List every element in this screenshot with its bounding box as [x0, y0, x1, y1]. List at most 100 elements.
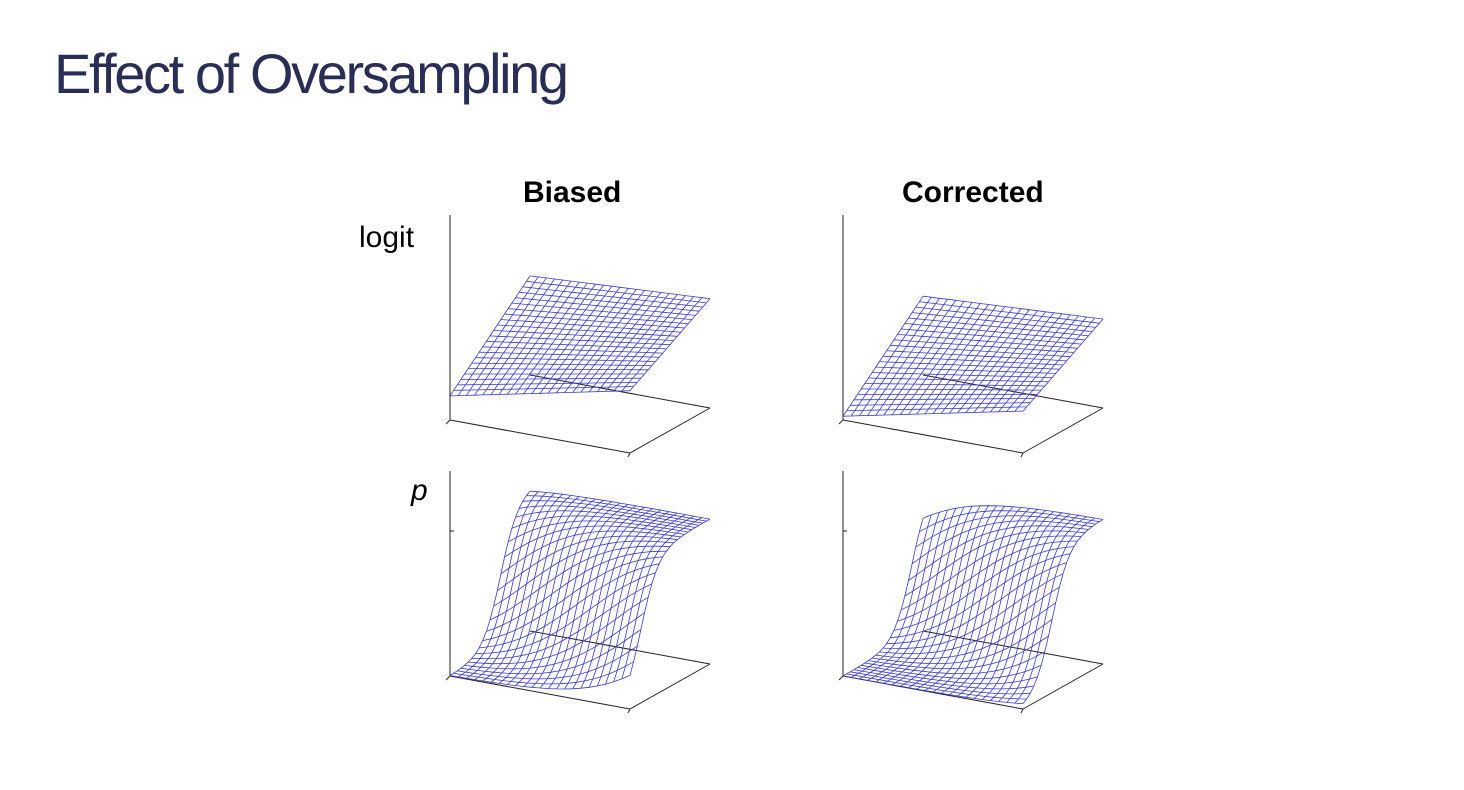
mesh-line-u — [897, 540, 1078, 622]
mesh-line-u — [912, 312, 1093, 332]
corrected-logit-mesh — [842, 295, 1104, 417]
mesh-line-v — [580, 292, 662, 393]
mesh-line-u — [922, 295, 1104, 320]
mesh-line-u — [897, 334, 1078, 349]
mesh-line-u — [526, 280, 707, 304]
mesh-line-u — [500, 530, 681, 575]
mesh-line-v — [973, 511, 1055, 699]
mesh-line-v — [629, 298, 711, 391]
mesh-line-v — [1014, 317, 1096, 412]
corrected-p-plot — [838, 471, 1104, 714]
biased-p-axes — [445, 471, 711, 714]
mesh-line-v — [621, 297, 703, 392]
mesh-line-v — [596, 294, 678, 392]
mesh-line-v — [998, 315, 1079, 413]
mesh-line-v — [989, 314, 1071, 413]
mesh-line-v — [867, 509, 948, 681]
mesh-line-v — [965, 510, 1046, 698]
mesh-line-v — [998, 514, 1079, 702]
mesh-line-u — [890, 344, 1071, 358]
corrected-p-axes — [838, 471, 1104, 714]
mesh-line-v — [556, 289, 637, 394]
corrected-logit-plot — [838, 215, 1104, 458]
mesh-line-u — [882, 355, 1064, 366]
column-header-biased: Biased — [523, 176, 622, 209]
mesh-line-v — [588, 511, 670, 688]
y-axis-line — [629, 407, 711, 454]
mesh-line-v — [981, 313, 1063, 413]
mesh-line-u — [497, 535, 678, 591]
mesh-line-u — [519, 291, 700, 312]
mesh-line-v — [580, 509, 662, 689]
mesh-line-v — [957, 310, 1038, 414]
mesh-line-v — [605, 295, 686, 392]
corrected-logit-axes — [838, 215, 1104, 458]
mesh-line-v — [981, 512, 1063, 700]
mesh-line-v — [965, 311, 1047, 413]
mesh-line-u — [508, 520, 689, 543]
mesh-line-v — [1014, 517, 1096, 704]
mesh-line-v — [613, 296, 694, 392]
mesh-line-u — [526, 495, 707, 522]
mesh-line-u — [919, 510, 1100, 533]
mesh-line-u — [460, 629, 642, 675]
row-label-logit: logit — [359, 221, 415, 254]
mesh-line-v — [572, 291, 654, 393]
mesh-line-v — [621, 517, 703, 680]
mesh-line-u — [886, 350, 1067, 362]
mesh-line-v — [596, 512, 678, 687]
mesh-line-u — [893, 339, 1074, 353]
mesh-line-u — [515, 297, 696, 316]
column-header-corrected: Corrected — [902, 176, 1044, 209]
mesh-line-v — [957, 509, 1038, 697]
mesh-line-v — [449, 490, 531, 676]
mesh-line-v — [588, 293, 670, 393]
mesh-line-u — [915, 306, 1096, 328]
biased-p-mesh — [449, 490, 711, 690]
mesh-line-u — [904, 323, 1085, 341]
mesh-line-u — [500, 319, 681, 333]
mesh-line-u — [493, 330, 674, 341]
mesh-line-u — [886, 562, 1067, 644]
mesh-line-v — [908, 505, 989, 689]
x-end-tick — [627, 708, 631, 714]
mesh-line-v — [613, 515, 694, 682]
x-end-tick — [627, 452, 631, 458]
mesh-line-u — [493, 540, 674, 607]
corrected-p-mesh — [842, 505, 1104, 704]
y-axis-line — [629, 663, 711, 710]
mesh-line-v — [990, 513, 1071, 701]
origin-tick — [838, 419, 844, 425]
mesh-line-u — [504, 525, 685, 558]
mesh-line-u — [915, 515, 1096, 548]
x-axis-line — [449, 419, 631, 454]
mesh-line-u — [919, 301, 1100, 324]
mesh-line-v — [1022, 318, 1104, 412]
mesh-line-v — [875, 508, 957, 683]
mesh-line-u — [508, 308, 689, 325]
row-label-p: p — [411, 474, 428, 507]
mesh-line-u — [519, 505, 700, 526]
x-end-tick — [1020, 452, 1024, 458]
mesh-line-u — [471, 583, 652, 660]
biased-logit-plot — [445, 215, 711, 458]
biased-logit-axes — [445, 215, 711, 458]
x-axis-line — [842, 419, 1024, 454]
mesh-line-u — [511, 515, 692, 531]
mesh-line-u — [922, 505, 1104, 520]
mesh-line-u — [515, 510, 696, 528]
mesh-line-u — [497, 324, 678, 337]
mesh-line-v — [940, 308, 1022, 414]
x-axis-line — [449, 675, 631, 710]
mesh-line-v — [1006, 516, 1087, 703]
mesh-line-u — [489, 335, 671, 346]
mesh-line-u — [901, 328, 1082, 345]
y-axis-line — [1022, 663, 1104, 710]
mesh-line-u — [482, 556, 663, 641]
mesh-line-u — [890, 553, 1071, 639]
mesh-line-u — [893, 546, 1074, 631]
mesh-line-u — [504, 313, 685, 329]
mesh-line-u — [882, 573, 1064, 649]
biased-p-plot — [445, 471, 711, 714]
mesh-line-u — [511, 302, 692, 320]
